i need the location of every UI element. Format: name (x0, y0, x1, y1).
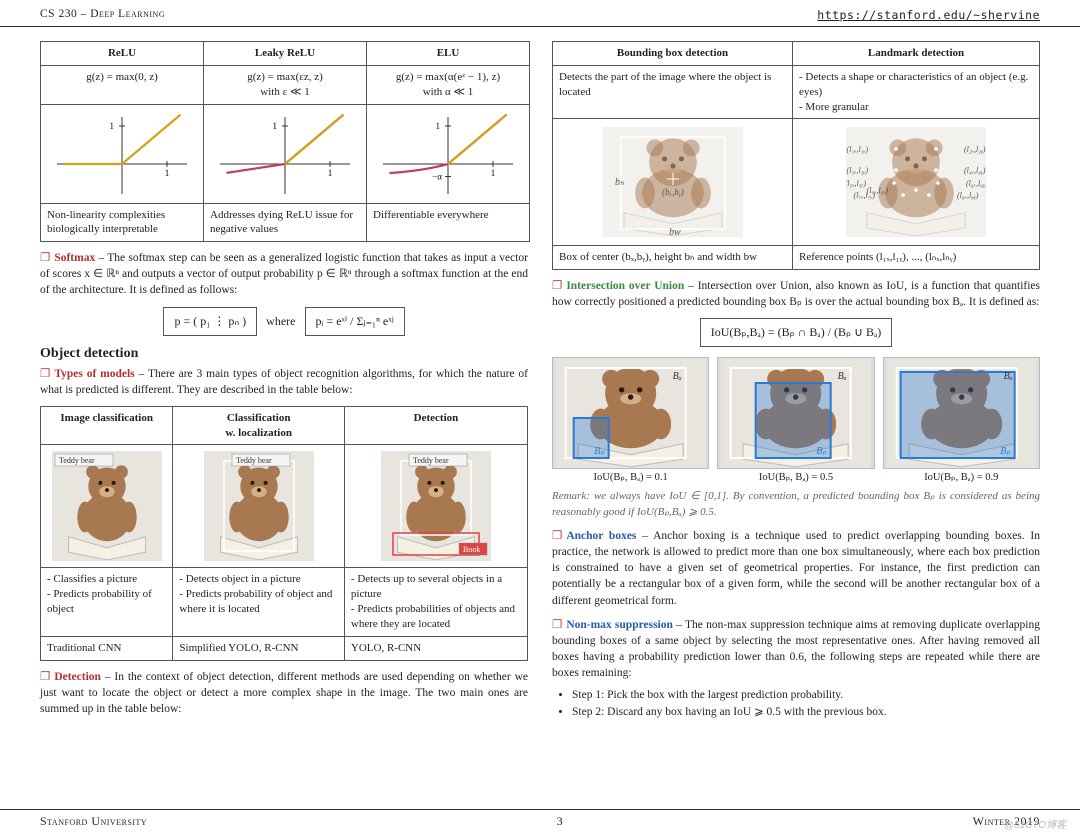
svg-text:1: 1 (110, 121, 115, 131)
svg-text:Teddy bear: Teddy bear (236, 456, 272, 465)
leaky-plot: 11 (204, 104, 367, 203)
relu-formula: g(z) = max(0, z) (41, 65, 204, 104)
watermark: @51CTO博客 (1004, 816, 1066, 831)
iou-formula: IoU(Bₚ,Bₐ) = (Bₚ ∩ Bₐ) / (Bₚ ∪ Bₐ) (552, 318, 1040, 347)
footer-left: Stanford University (40, 814, 147, 829)
elu-plot: 1 1 −α (367, 104, 530, 203)
bbox-desc: Detects the part of the image where the … (553, 65, 793, 119)
footer-page: 3 (557, 814, 564, 829)
svg-text:(l₄ₓ,l₄ᵧ): (l₄ₓ,l₄ᵧ) (964, 166, 986, 175)
iou-caption: IoU(Bₚ, Bₐ) = 0.5 (717, 471, 874, 483)
svg-text:Bₚ: Bₚ (1000, 446, 1011, 457)
type-img-2: Teddy bear (173, 445, 345, 568)
svg-text:(l₅ₓ,l₅ᵧ): (l₅ₓ,l₅ᵧ) (846, 179, 866, 188)
svg-text:(bₓ,bᵧ): (bₓ,bᵧ) (662, 187, 684, 197)
iou-example: Bₐ Bₚ IoU(Bₚ, Bₐ) = 0.5 (717, 357, 874, 483)
iou-example: Bₐ Bₚ IoU(Bₚ, Bₐ) = 0.1 (552, 357, 709, 483)
svg-text:bₕ: bₕ (615, 177, 625, 188)
type-algo: YOLO, R-CNN (344, 636, 527, 660)
type-img-1: Teddy bear (41, 445, 173, 568)
col-head: ELU (367, 42, 530, 66)
landmark-image: (l₁ₓ,l₁ᵧ) (l₂ₓ,l₂ᵧ) (l₃ₓ,l₃ᵧ) (l₄ₓ,l₄ᵧ) (l₅ₓ… (793, 119, 1040, 246)
type-algo: Simplified YOLO, R-CNN (173, 636, 345, 660)
svg-text:Bₐ: Bₐ (838, 371, 847, 382)
course-title: CS 230 – Deep Learning (40, 8, 165, 22)
softmax-formula: p = ( p₁ ⋮ pₙ ) where pᵢ = eˣⁱ / Σⱼ₌₁ⁿ e… (40, 307, 528, 336)
obj-section-title: Object detection (40, 346, 528, 362)
right-column: Bounding box detection Landmark detectio… (552, 37, 1040, 726)
bbox-image: bₕ bw (bₓ,bᵧ) (553, 119, 793, 246)
svg-text:(l₉ₓ,l₉ᵧ): (l₉ₓ,l₉ᵧ) (867, 186, 889, 195)
col-head: Landmark detection (793, 42, 1040, 66)
svg-text:(l₃ₓ,l₃ᵧ): (l₃ₓ,l₃ᵧ) (847, 166, 869, 175)
page-footer: Stanford University 3 Winter 2019 (0, 809, 1080, 829)
nms-steps: Step 1: Pick the box with the largest pr… (572, 689, 1040, 718)
elu-formula: g(z) = max(α(eᶻ − 1), z) with α ≪ 1 (367, 65, 530, 104)
svg-text:1: 1 (165, 168, 170, 178)
iou-remark: Remark: we always have IoU ∈ [0,1]. By c… (552, 489, 1040, 520)
svg-text:(l₁ₓ,l₁ᵧ): (l₁ₓ,l₁ᵧ) (847, 145, 869, 154)
iou-caption: IoU(Bₚ, Bₐ) = 0.9 (883, 471, 1040, 483)
left-column: ReLU Leaky ReLU ELU g(z) = max(0, z) g(z… (40, 37, 528, 726)
softmax-para: ❐Softmax – The softmax step can be seen … (40, 250, 528, 298)
col-head: Leaky ReLU (204, 42, 367, 66)
type-desc: - Detects up to several objects in a pic… (344, 568, 527, 636)
svg-text:bw: bw (669, 227, 681, 237)
svg-text:Teddy bear: Teddy bear (413, 456, 449, 465)
svg-text:Bₚ: Bₚ (594, 446, 605, 457)
iou-para: ❐Intersection over Union – Intersection … (552, 278, 1040, 310)
iou-examples: Bₐ Bₚ IoU(Bₚ, Bₐ) = 0.1 Bₐ Bₚ IoU(Bₚ, Bₐ) = 0… (552, 357, 1040, 483)
svg-text:1: 1 (328, 168, 333, 178)
svg-text:(l₂ₓ,l₂ᵧ): (l₂ₓ,l₂ᵧ) (964, 145, 986, 154)
iou-caption: IoU(Bₚ, Bₐ) = 0.1 (552, 471, 709, 483)
type-desc: - Detects object in a picture - Predicts… (173, 568, 345, 636)
svg-text:Bₐ: Bₐ (1003, 371, 1012, 382)
leaky-formula: g(z) = max(εz, z) with ε ≪ 1 (204, 65, 367, 104)
relu-plot: 11 (41, 104, 204, 203)
leaky-note: Addresses dying ReLU issue for negative … (204, 203, 367, 242)
elu-note: Differentiable everywhere (367, 203, 530, 242)
svg-text:1: 1 (436, 121, 441, 131)
col-head: Bounding box detection (553, 42, 793, 66)
svg-text:1: 1 (491, 168, 496, 178)
svg-text:(l₈ₓ,l₈ᵧ): (l₈ₓ,l₈ᵧ) (957, 191, 979, 200)
col-head: Image classification (41, 406, 173, 445)
nms-step-1: Step 1: Pick the box with the largest pr… (572, 689, 1040, 701)
iou-example: Bₐ Bₚ IoU(Bₚ, Bₐ) = 0.9 (883, 357, 1040, 483)
bbox-caption: Box of center (bₓ,bᵧ), height bₕ and wid… (553, 246, 793, 270)
svg-text:−α: −α (432, 171, 442, 181)
landmark-caption: Reference points (l₁ₓ,l₁ᵧ), ..., (lₙₓ,lₙ… (793, 246, 1040, 270)
nms-step-2: Step 2: Discard any box having an IoU ⩾ … (572, 704, 1040, 718)
detection-para: ❐Detection – In the context of object de… (40, 669, 528, 717)
svg-text:(l₆ₓ,l₆ᵧ): (l₆ₓ,l₆ᵧ) (966, 179, 986, 188)
nms-para: ❐Non-max suppression – The non-max suppr… (552, 617, 1040, 681)
anchor-para: ❐Anchor boxes – Anchor boxing is a techn… (552, 528, 1040, 608)
col-head: Classification w. localization (173, 406, 345, 445)
header-url[interactable]: https://stanford.edu/~shervine (817, 8, 1040, 22)
page-header: CS 230 – Deep Learning https://stanford.… (0, 0, 1080, 27)
activations-table: ReLU Leaky ReLU ELU g(z) = max(0, z) g(z… (40, 41, 530, 242)
types-para: ❐Types of models – There are 3 main type… (40, 366, 528, 398)
svg-text:Bₚ: Bₚ (817, 446, 828, 457)
types-table: Image classification Classification w. l… (40, 406, 528, 661)
svg-text:1: 1 (273, 121, 278, 131)
svg-text:Teddy bear: Teddy bear (59, 456, 95, 465)
type-img-3: Teddy bear Book (344, 445, 527, 568)
col-head: Detection (344, 406, 527, 445)
svg-text:Bₐ: Bₐ (673, 371, 682, 382)
type-algo: Traditional CNN (41, 636, 173, 660)
bbox-table: Bounding box detection Landmark detectio… (552, 41, 1040, 270)
relu-note: Non-linearity complexities biologically … (41, 203, 204, 242)
type-desc: - Classifies a picture - Predicts probab… (41, 568, 173, 636)
col-head: ReLU (41, 42, 204, 66)
landmark-desc: - Detects a shape or characteristics of … (793, 65, 1040, 119)
svg-text:Book: Book (463, 545, 480, 554)
